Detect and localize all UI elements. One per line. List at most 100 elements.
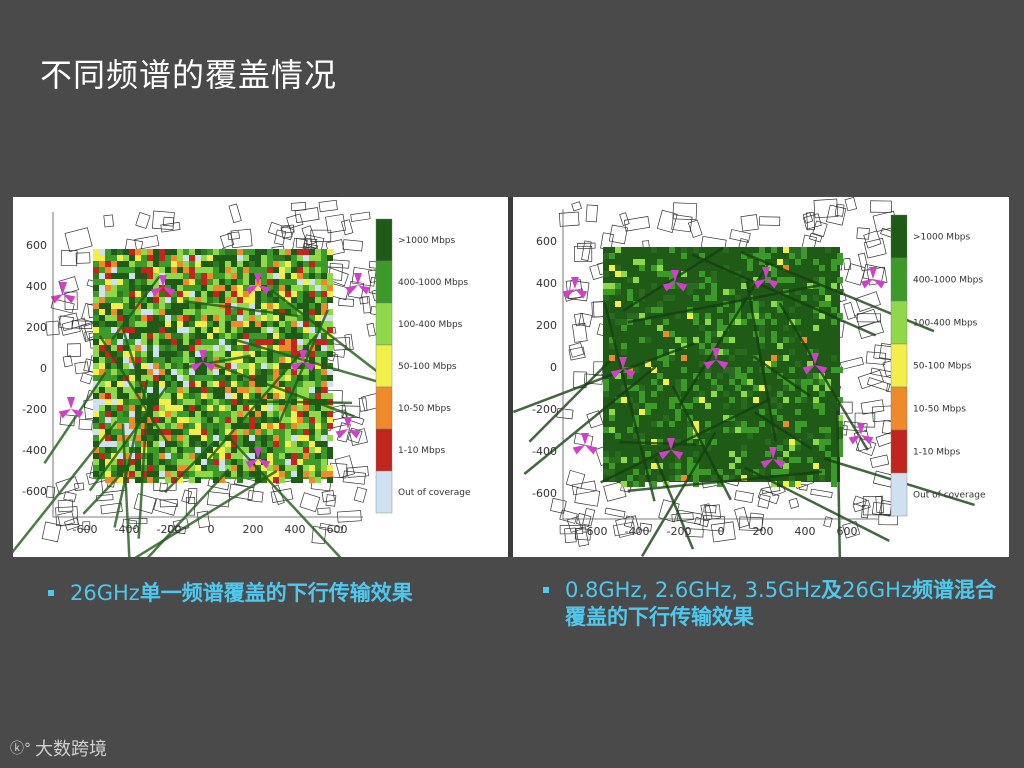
coverage-cell: [111, 417, 117, 423]
coverage-cell: [327, 279, 333, 285]
coverage-cell: [741, 319, 747, 325]
coverage-cell: [177, 375, 183, 381]
coverage-cell: [279, 327, 285, 333]
coverage-cell: [237, 303, 243, 309]
coverage-cell: [633, 385, 639, 391]
coverage-cell: [837, 427, 843, 433]
coverage-cell: [99, 273, 105, 279]
coverage-cell: [645, 403, 651, 409]
coverage-cell: [711, 391, 717, 397]
coverage-cell: [609, 265, 615, 271]
coverage-cell: [309, 381, 315, 387]
coverage-cell: [303, 429, 309, 435]
coverage-cell: [279, 465, 285, 471]
coverage-cell: [291, 435, 297, 441]
coverage-cell: [231, 387, 237, 393]
coverage-cell: [831, 463, 837, 469]
coverage-cell: [177, 267, 183, 273]
building-outline: [274, 229, 287, 246]
coverage-cell: [99, 309, 105, 315]
coverage-cell: [273, 435, 279, 441]
x-tick-label: -600: [73, 523, 98, 536]
coverage-cell: [243, 315, 249, 321]
coverage-cell: [135, 465, 141, 471]
coverage-cell: [159, 321, 165, 327]
coverage-cell: [123, 423, 129, 429]
coverage-cell: [153, 369, 159, 375]
coverage-cell: [231, 321, 237, 327]
coverage-cell: [189, 309, 195, 315]
antenna-sector: [199, 350, 207, 362]
coverage-cell: [231, 363, 237, 369]
coverage-cell: [93, 393, 99, 399]
coverage-cell: [195, 249, 201, 255]
coverage-cell: [147, 267, 153, 273]
coverage-cell: [105, 453, 111, 459]
coverage-cell: [711, 343, 717, 349]
coverage-cell: [669, 463, 675, 469]
coverage-cell: [327, 273, 333, 279]
coverage-cell: [207, 411, 213, 417]
coverage-cell: [183, 375, 189, 381]
coverage-cell: [201, 309, 207, 315]
coverage-cell: [201, 285, 207, 291]
legend-label: >1000 Mbps: [913, 233, 970, 243]
coverage-cell: [117, 393, 123, 399]
coverage-cell: [273, 405, 279, 411]
coverage-cell: [777, 415, 783, 421]
coverage-cell: [279, 309, 285, 315]
street-line: [752, 355, 811, 398]
coverage-cell: [195, 477, 201, 483]
coverage-cell: [321, 471, 327, 477]
legend-swatch: [890, 300, 908, 345]
coverage-cell: [315, 309, 321, 315]
coverage-cell: [699, 343, 705, 349]
coverage-cell: [783, 247, 789, 253]
antenna-sector: [258, 285, 271, 295]
building-outline: [671, 214, 693, 233]
coverage-cell: [711, 439, 717, 445]
coverage-cell: [657, 475, 663, 481]
building-outline: [700, 503, 713, 522]
coverage-cell: [321, 309, 327, 315]
coverage-cell: [321, 381, 327, 387]
coverage-cell: [237, 297, 243, 303]
coverage-cell: [303, 387, 309, 393]
coverage-cell: [729, 337, 735, 343]
coverage-cell: [105, 447, 111, 453]
coverage-cell: [249, 387, 255, 393]
coverage-cell: [267, 339, 273, 345]
coverage-cell: [255, 351, 261, 357]
coverage-cell: [225, 453, 231, 459]
coverage-cell: [717, 325, 723, 331]
coverage-cell: [699, 391, 705, 397]
building-outline: [63, 491, 77, 503]
coverage-cell: [177, 477, 183, 483]
coverage-cell: [267, 303, 273, 309]
coverage-cell: [117, 477, 123, 483]
building-outline: [575, 526, 590, 547]
coverage-cell: [225, 363, 231, 369]
coverage-cell: [105, 303, 111, 309]
antenna-sector: [667, 438, 675, 450]
coverage-cell: [705, 403, 711, 409]
coverage-cell: [129, 333, 135, 339]
coverage-cell: [165, 297, 171, 303]
coverage-cell: [159, 387, 165, 393]
coverage-cell: [603, 271, 609, 277]
coverage-cell: [147, 459, 153, 465]
coverage-cell: [735, 367, 741, 373]
coverage-cell: [249, 327, 255, 333]
legend-swatch: [375, 344, 393, 388]
building-outline: [558, 211, 580, 227]
building-outline: [342, 239, 364, 252]
coverage-cell: [837, 421, 843, 427]
coverage-cell: [693, 373, 699, 379]
street-line: [619, 440, 697, 446]
coverage-cell: [267, 279, 273, 285]
coverage-cell: [171, 327, 177, 333]
coverage-cell: [291, 369, 297, 375]
coverage-cell: [327, 375, 333, 381]
coverage-cell: [195, 441, 201, 447]
